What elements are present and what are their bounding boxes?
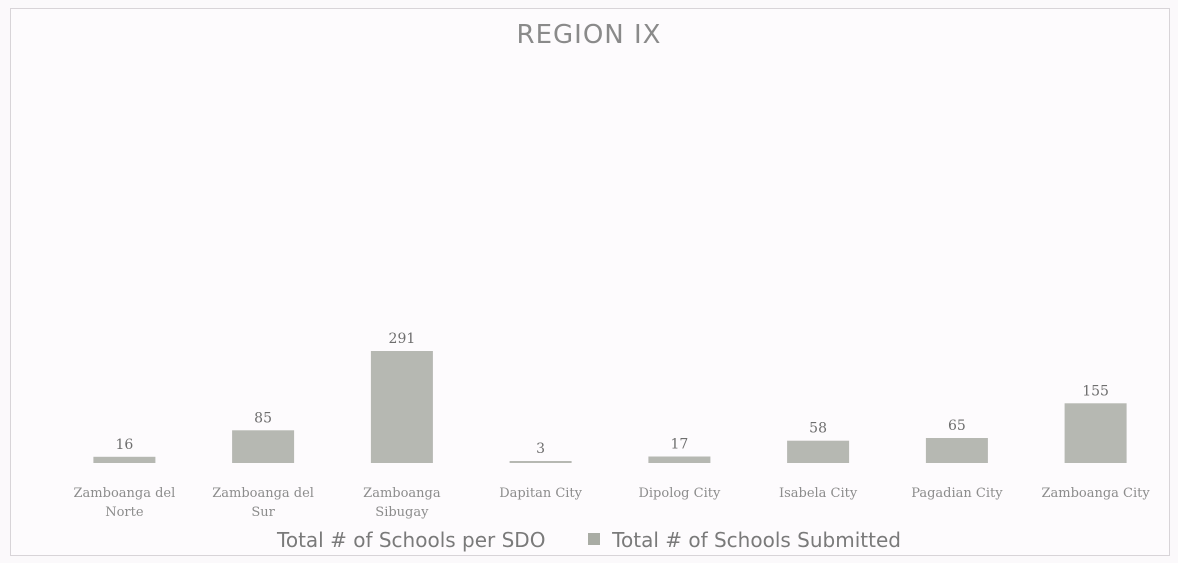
bar-zamboanga-city <box>1064 403 1127 463</box>
data-label: 17 <box>670 437 688 453</box>
x-tick-label: Pagadian City <box>911 486 1003 501</box>
bar-pagadian-city <box>925 438 988 463</box>
bar-dapitan-city <box>509 461 572 463</box>
legend-item-schools-submitted: Total # of Schools Submitted <box>587 528 901 552</box>
x-tick-label: Sibugay <box>375 505 429 520</box>
data-label: 291 <box>389 331 416 347</box>
bar-zamboanga-sibugay <box>370 351 433 463</box>
x-tick-label: Sur <box>251 505 275 520</box>
chart-title: REGION IX <box>516 20 662 50</box>
legend-swatch-schools-submitted <box>587 533 600 545</box>
x-tick-label: Zamboanga <box>363 486 441 501</box>
data-label: 85 <box>254 410 272 426</box>
data-label: 3 <box>536 441 545 457</box>
chart-legend: Total # of Schools per SDO Total # of Sc… <box>0 528 1178 552</box>
legend-label-schools-submitted: Total # of Schools Submitted <box>612 528 901 552</box>
bar-zamboanga-del-sur <box>232 430 295 463</box>
data-label: 58 <box>809 421 827 437</box>
x-tick-label: Zamboanga City <box>1041 486 1150 501</box>
x-tick-label: Dipolog City <box>638 486 720 501</box>
legend-label-schools-per-sdo: Total # of Schools per SDO <box>277 528 546 552</box>
bar-isabela-city <box>787 440 850 463</box>
x-tick-label: Zamboanga del <box>74 486 176 501</box>
bar-dipolog-city <box>648 456 711 463</box>
legend-item-schools-per-sdo: Total # of Schools per SDO <box>277 528 545 552</box>
x-tick-label: Zamboanga del <box>212 486 314 501</box>
x-tick-label: Norte <box>105 505 144 520</box>
x-tick-label: Isabela City <box>779 486 858 501</box>
data-label: 16 <box>115 437 133 453</box>
x-tick-label: Dapitan City <box>499 486 582 501</box>
data-label: 65 <box>948 418 966 434</box>
bar-zamboanga-del-norte <box>93 456 156 463</box>
data-label: 155 <box>1082 383 1109 399</box>
chart-frame <box>10 8 1170 556</box>
